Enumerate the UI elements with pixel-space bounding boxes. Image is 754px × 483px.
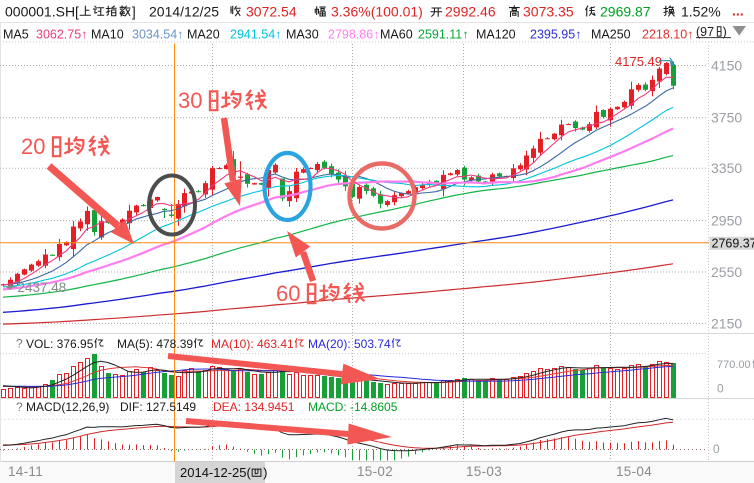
svg-text:2992.46: 2992.46 [445,4,496,20]
svg-text:30: 30 [178,88,202,113]
svg-text:000001.SH[: 000001.SH[ [5,4,79,20]
svg-text:3350: 3350 [711,160,742,176]
svg-text:?: ? [16,337,23,351]
svg-text:): ) [723,25,727,39]
svg-text:): ) [263,465,267,480]
svg-text:3750: 3750 [711,110,742,126]
svg-text:3034.54↑: 3034.54↑ [132,28,183,42]
svg-text:3073.35: 3073.35 [523,4,574,20]
svg-text:15-03: 15-03 [466,464,502,479]
svg-text:DEA: 134.9451: DEA: 134.9451 [213,400,295,414]
svg-text:3.36%(100.01): 3.36%(100.01) [331,4,423,20]
svg-text:MA(5): 478.39: MA(5): 478.39 [117,337,193,351]
svg-text:MA(20): 503.74: MA(20): 503.74 [308,337,391,351]
svg-text:]: ] [132,4,136,20]
svg-text:2769.37: 2769.37 [712,236,754,250]
svg-text:2550: 2550 [711,264,742,280]
svg-text:?: ? [16,400,23,414]
svg-text:770.00: 770.00 [717,359,751,371]
svg-text:MA30: MA30 [286,28,319,42]
svg-text:2941.54↑: 2941.54↑ [230,28,281,42]
svg-text:2014-12-25(: 2014-12-25( [180,465,251,480]
svg-text:20: 20 [21,134,45,159]
svg-text:2395.95↑: 2395.95↑ [530,28,581,42]
svg-text:0: 0 [717,382,724,396]
svg-text:MACD(12,26,9): MACD(12,26,9) [26,400,109,414]
svg-text:MA120: MA120 [476,28,516,42]
svg-text:MACD: -14.8605: MACD: -14.8605 [308,400,398,414]
svg-text:VOL: 376.95: VOL: 376.95 [26,337,94,351]
svg-text:MA(10): 463.41: MA(10): 463.41 [211,337,294,351]
svg-text:MA5: MA5 [3,28,29,42]
svg-text:4150: 4150 [711,58,742,74]
svg-text:2150: 2150 [711,315,742,331]
svg-text:3062.75↑: 3062.75↑ [36,28,87,42]
svg-text:0: 0 [713,442,720,456]
svg-text:MA20: MA20 [187,28,220,42]
svg-text:2218.10↑: 2218.10↑ [642,28,693,42]
svg-text:...: ... [732,3,744,19]
svg-text:15-04: 15-04 [616,464,652,479]
svg-text:DIF: 127.5149: DIF: 127.5149 [120,400,196,414]
svg-text:2950: 2950 [711,213,742,229]
svg-text:(97: (97 [696,25,714,39]
svg-text:4175.49: 4175.49 [615,54,662,69]
svg-text:2014/12/25: 2014/12/25 [149,4,219,20]
svg-text:MA10: MA10 [91,28,124,42]
svg-text:MA250: MA250 [591,28,631,42]
svg-text:2798.86↑: 2798.86↑ [328,28,379,42]
svg-text:2437.48: 2437.48 [18,280,67,295]
svg-text:60: 60 [276,281,300,306]
svg-text:MA60: MA60 [380,28,413,42]
svg-text:14-11: 14-11 [8,464,43,479]
svg-text:1.52%: 1.52% [681,4,721,20]
svg-text:2969.87: 2969.87 [600,4,651,20]
svg-text:2591.11↑: 2591.11↑ [418,28,469,42]
svg-text:15-02: 15-02 [357,464,393,479]
svg-text:3072.54: 3072.54 [246,4,297,20]
